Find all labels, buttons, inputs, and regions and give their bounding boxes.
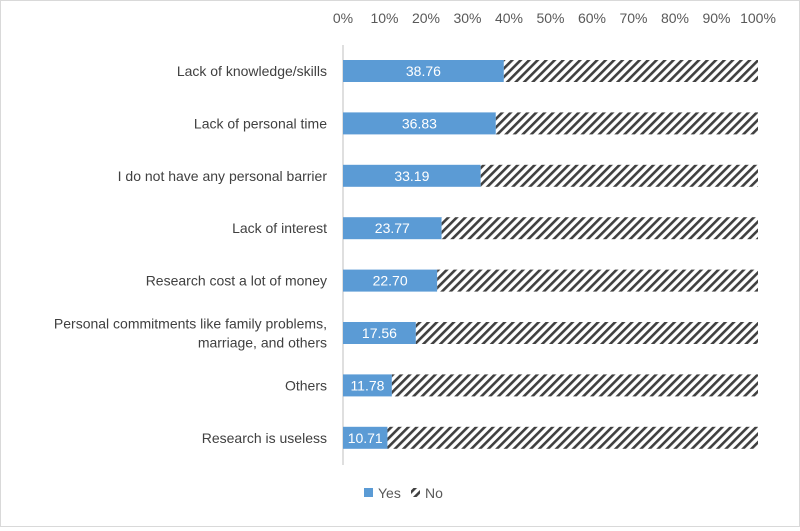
x-tick-label: 90% [702,10,730,26]
category-label: Research is useless [202,430,327,446]
x-tick-label: 80% [661,10,689,26]
bar-no [503,60,758,82]
bar-yes [343,269,438,292]
bar-no [415,322,758,344]
category-label: Research cost a lot of money [146,273,327,289]
data-label: 10.71 [348,430,383,446]
bar-yes [343,60,504,82]
bar-yes [343,426,388,449]
x-tick-label: 0% [333,10,353,26]
bar-no [441,217,758,240]
x-tick-label: 30% [453,10,481,26]
data-label: 23.77 [375,220,410,236]
bar-yes [343,374,392,397]
bar-yes [343,322,416,344]
x-tick-label: 10% [370,10,398,26]
category-label: marriage, and others [198,335,327,351]
x-tick-label: 20% [412,10,440,26]
x-tick-label: 100% [740,10,776,26]
bar-yes [343,217,442,240]
legend-swatch-no [411,488,420,497]
legend-swatch-yes [364,488,373,497]
x-tick-label: 50% [536,10,564,26]
category-label: Lack of personal time [194,115,327,131]
category-labels: Lack of knowledge/skills Lack of personal… [54,63,327,446]
bars: 38.76 36.83 33.19 23.77 22.70 17.56 11.78 10.71 [343,60,758,449]
legend-label-yes: Yes [378,485,401,501]
bar-no [391,374,758,397]
bar-no [480,164,758,187]
bar-yes [343,112,496,135]
data-label: 38.76 [406,63,441,79]
bar-no [437,269,758,292]
category-label: Others [285,377,327,393]
data-label: 17.56 [362,325,397,341]
x-tick-label: 60% [578,10,606,26]
bar-no [387,426,758,449]
x-tick-label: 70% [619,10,647,26]
category-label: I do not have any personal barrier [118,168,328,184]
bar-no [495,112,758,135]
data-label: 11.78 [350,377,384,393]
legend-label-no: No [425,485,443,501]
data-label: 36.83 [402,115,437,131]
x-axis-ticks: 0% 10% 20% 30% 40% 50% 60% 70% 80% 90% 100% [333,10,776,26]
data-label: 33.19 [394,168,429,184]
category-label: Personal commitments like family problem… [54,316,327,332]
x-tick-label: 40% [495,10,523,26]
data-label: 22.70 [373,273,408,289]
category-label: Lack of knowledge/skills [177,63,327,79]
category-label: Lack of interest [232,220,327,236]
bar-yes [343,164,481,187]
legend: Yes No [364,485,443,501]
